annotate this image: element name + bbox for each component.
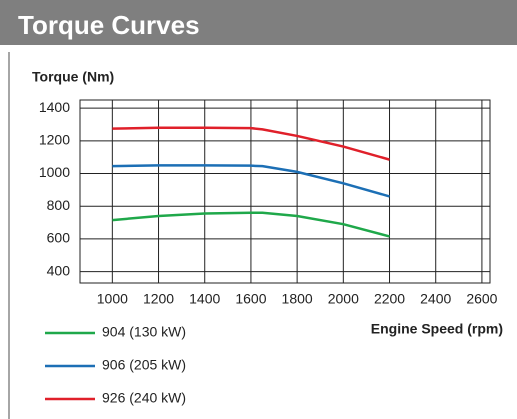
x-tick-label: 1200 — [143, 291, 174, 307]
x-tick-label: 1600 — [235, 291, 266, 307]
y-tick-label: 600 — [47, 230, 71, 246]
header-bar — [0, 0, 517, 45]
y-axis-label: Torque (Nm) — [32, 69, 114, 85]
series-line — [112, 164, 390, 198]
x-tick-label: 2200 — [374, 291, 405, 307]
plot-frame — [79, 99, 491, 284]
x-tick-label: 1400 — [189, 291, 220, 307]
x-tick-label: 2600 — [466, 291, 497, 307]
y-tick-label: 400 — [47, 262, 71, 278]
legend-label: 926 (240 kW) — [102, 390, 186, 406]
x-tick-label: 2400 — [420, 291, 451, 307]
y-tick-label: 800 — [47, 197, 71, 213]
x-axis-label: Engine Speed (rpm) — [371, 321, 503, 337]
legend-label: 906 (205 kW) — [102, 357, 186, 373]
x-tick-label: 1800 — [282, 291, 313, 307]
series-line — [112, 126, 390, 161]
legend-label: 904 (130 kW) — [102, 324, 186, 340]
x-tick-label: 2000 — [328, 291, 359, 307]
series-line — [112, 211, 390, 238]
y-tick-label: 1000 — [39, 164, 70, 180]
y-tick-label: 1400 — [39, 99, 70, 115]
x-tick-label: 1000 — [97, 291, 128, 307]
y-tick-label: 1200 — [39, 132, 70, 148]
chart-title: Torque Curves — [18, 10, 200, 40]
